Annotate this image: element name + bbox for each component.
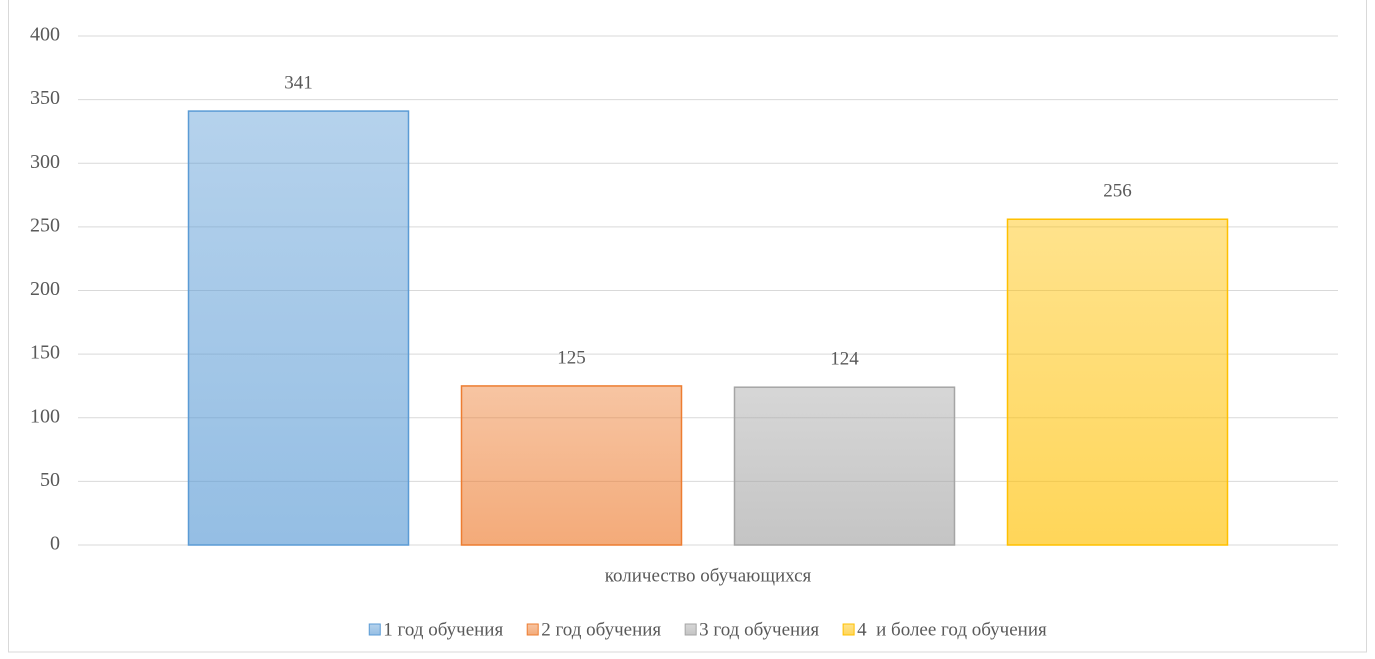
bar [733, 386, 956, 546]
data-label: 125 [557, 347, 586, 368]
y-tick-label: 150 [30, 342, 60, 364]
bar [1006, 218, 1229, 546]
legend-label: 2 год обучения [541, 619, 661, 640]
legend-swatch [526, 623, 539, 636]
data-label: 256 [1103, 181, 1132, 202]
bar [187, 110, 410, 546]
x-tick-label: количество обучающихся [605, 565, 812, 586]
y-tick-label: 400 [30, 24, 60, 46]
y-tick-label: 300 [30, 151, 60, 173]
legend-label: 3 год обучения [699, 619, 819, 640]
y-tick-label: 100 [30, 405, 60, 427]
y-tick-label: 250 [30, 214, 60, 236]
y-tick-label: 0 [50, 533, 60, 555]
y-tick-label: 50 [40, 469, 60, 491]
legend-swatch [842, 623, 855, 636]
data-label: 124 [830, 349, 859, 370]
data-label: 341 [284, 72, 313, 93]
y-tick-label: 200 [30, 278, 60, 300]
y-tick-label: 350 [30, 87, 60, 109]
legend-label: 1 год обучения [383, 619, 503, 640]
legend-swatch [368, 623, 381, 636]
bar [460, 385, 683, 546]
legend-swatch [684, 623, 697, 636]
legend-label: 4 и более год обучения [857, 619, 1047, 640]
